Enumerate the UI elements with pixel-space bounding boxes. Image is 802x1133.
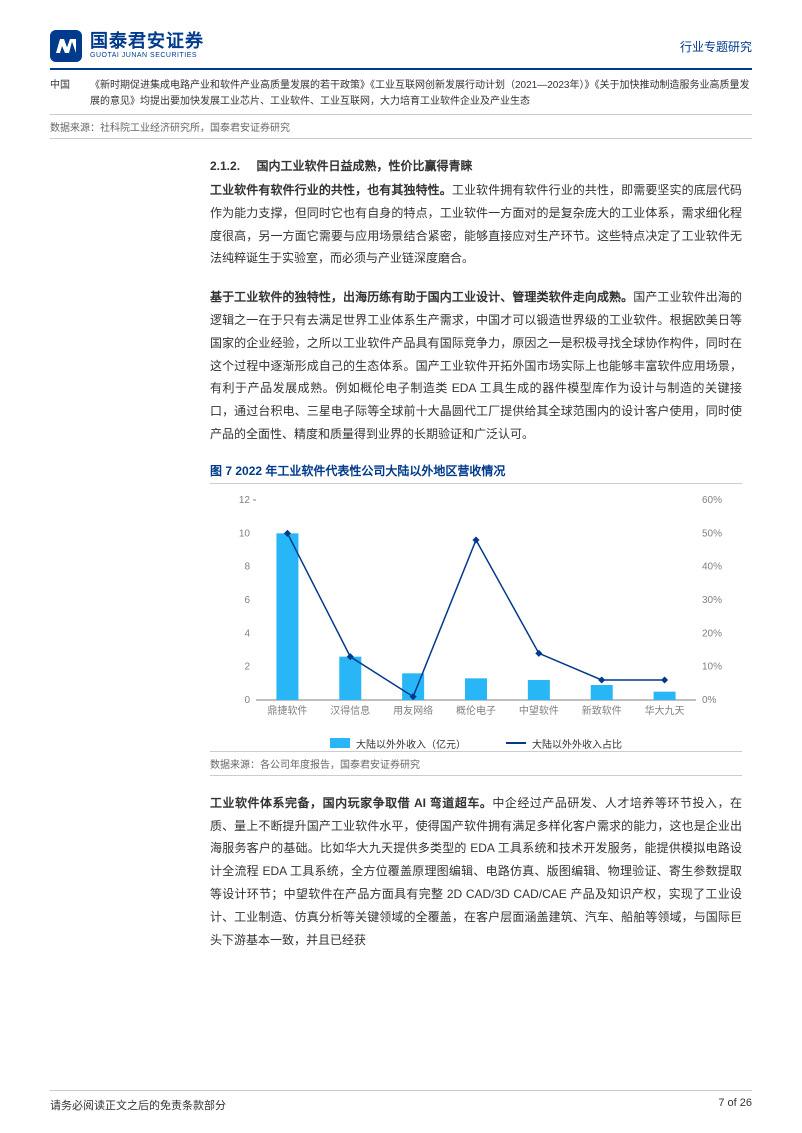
section-title: 国内工业软件日益成熟，性价比赢得青睐 xyxy=(256,159,472,173)
policy-country-cell: 中国 xyxy=(50,78,90,110)
svg-text:10%: 10% xyxy=(702,661,722,672)
para3-lead: 工业软件体系完备，国内玩家争取借 AI 弯道超车。 xyxy=(210,796,492,810)
table-source: 数据来源：社科院工业经济研究所，国泰君安证券研究 xyxy=(50,114,752,139)
page-footer: 请务必阅读正文之后的免责条款部分 7 of 26 xyxy=(50,1090,752,1113)
logo-block: 国泰君安证券 GUOTAI JUNAN SECURITIES xyxy=(50,30,204,62)
logo-chinese: 国泰君安证券 xyxy=(90,32,204,52)
svg-text:0: 0 xyxy=(244,695,250,706)
svg-text:8: 8 xyxy=(244,561,250,572)
svg-text:10: 10 xyxy=(239,528,251,539)
svg-text:60%: 60% xyxy=(702,495,722,506)
svg-text:中望软件: 中望软件 xyxy=(519,704,559,717)
logo-text: 国泰君安证券 GUOTAI JUNAN SECURITIES xyxy=(90,32,204,59)
revenue-chart: 0 2 4 6 8 10 12 0% 10% 20% 30% 40% 50% 60% 鼎捷软件 汉得信息 用友网… xyxy=(210,490,742,730)
svg-text:12: 12 xyxy=(239,495,251,506)
paragraph-3: 工业软件体系完备，国内玩家争取借 AI 弯道超车。中企经过产品研发、人才培养等环… xyxy=(210,792,742,952)
svg-text:20%: 20% xyxy=(702,628,722,639)
report-type-label: 行业专题研究 xyxy=(680,38,752,55)
chart-legend: 大陆以外外收入（亿元） 大陆以外外收入占比 xyxy=(210,736,742,751)
legend-bar-label: 大陆以外外收入（亿元） xyxy=(356,736,466,751)
figure-title: 图 7 2022 年工业软件代表性公司大陆以外地区营收情况 xyxy=(210,462,742,484)
para3-body: 中企经过产品研发、人才培养等环节投入，在质、量上不断提升国产工业软件水平，使得国… xyxy=(210,796,742,947)
svg-text:4: 4 xyxy=(244,628,250,639)
para2-body: 国产工业软件出海的逻辑之一在于只有去满足世界工业体系生产需求，中国才可以锻造世界… xyxy=(210,290,742,441)
svg-text:0%: 0% xyxy=(702,695,717,706)
svg-text:2: 2 xyxy=(244,661,250,672)
footer-disclaimer: 请务必阅读正文之后的免责条款部分 xyxy=(50,1097,226,1113)
svg-text:汉得信息: 汉得信息 xyxy=(330,704,370,717)
svg-text:用友网络: 用友网络 xyxy=(393,704,433,717)
section-heading: 2.1.2. 国内工业软件日益成熟，性价比赢得青睐 xyxy=(210,157,742,175)
chart-svg: 0 2 4 6 8 10 12 0% 10% 20% 30% 40% 50% 60% 鼎捷软件 汉得信息 用友网… xyxy=(210,490,742,730)
page-number: 7 of 26 xyxy=(718,1097,752,1113)
svg-text:6: 6 xyxy=(244,595,250,606)
svg-text:40%: 40% xyxy=(702,561,722,572)
legend-bar-swatch xyxy=(330,738,350,748)
section-number: 2.1.2. xyxy=(210,159,240,173)
chart-source: 数据来源：各公司年度报告，国泰君安证券研究 xyxy=(210,751,742,776)
svg-text:新致软件: 新致软件 xyxy=(582,704,622,717)
svg-text:鼎捷软件: 鼎捷软件 xyxy=(267,704,307,717)
logo-english: GUOTAI JUNAN SECURITIES xyxy=(90,52,204,60)
para1-lead: 工业软件有软件行业的共性，也有其独特性。 xyxy=(210,183,452,197)
legend-line-item: 大陆以外外收入占比 xyxy=(506,736,622,751)
legend-line-label: 大陆以外外收入占比 xyxy=(532,736,622,751)
para2-lead: 基于工业软件的独特性，出海历练有助于国内工业设计、管理类软件走向成熟。 xyxy=(210,290,633,304)
paragraph-1: 工业软件有软件行业的共性，也有其独特性。工业软件拥有软件行业的共性，即需要坚实的… xyxy=(210,179,742,270)
legend-line-swatch xyxy=(506,742,526,744)
svg-text:30%: 30% xyxy=(702,595,722,606)
svg-text:50%: 50% xyxy=(702,528,722,539)
policy-table-row: 中国 《新时期促进集成电路产业和软件产业高质量发展的若干政策》《工业互联网创新发… xyxy=(50,78,752,110)
svg-text:概伦电子: 概伦电子 xyxy=(456,704,496,717)
policy-text-cell: 《新时期促进集成电路产业和软件产业高质量发展的若干政策》《工业互联网创新发展行动… xyxy=(90,78,752,110)
main-content: 2.1.2. 国内工业软件日益成熟，性价比赢得青睐 工业软件有软件行业的共性，也… xyxy=(50,157,752,951)
legend-bar-item: 大陆以外外收入（亿元） xyxy=(330,736,466,751)
company-logo-icon xyxy=(50,30,82,62)
svg-text:华大九天: 华大九天 xyxy=(645,704,685,717)
page-header: 国泰君安证券 GUOTAI JUNAN SECURITIES 行业专题研究 xyxy=(50,30,752,70)
paragraph-2: 基于工业软件的独特性，出海历练有助于国内工业设计、管理类软件走向成熟。国产工业软… xyxy=(210,286,742,446)
